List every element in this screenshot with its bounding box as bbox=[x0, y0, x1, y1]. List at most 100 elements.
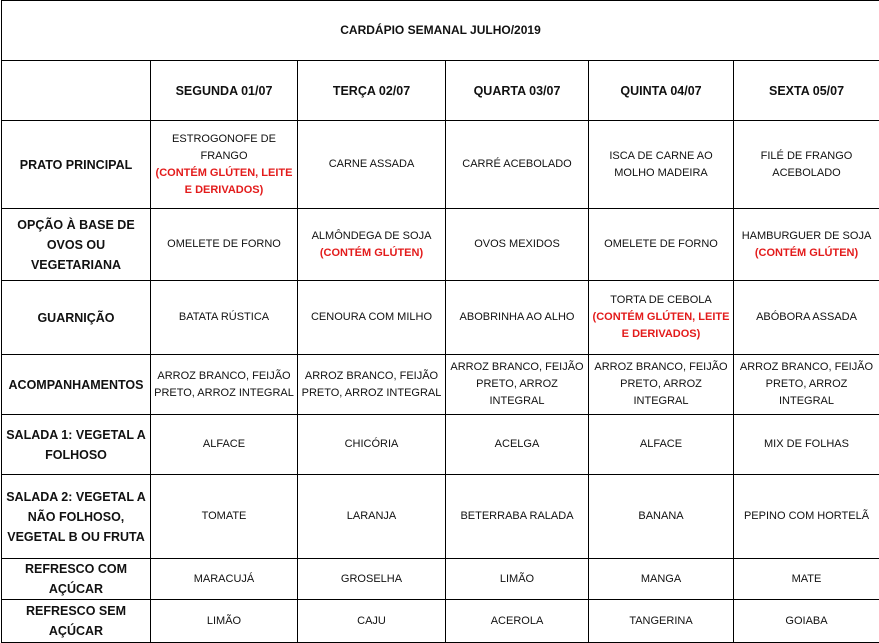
menu-cell: ABOBRINHA AO ALHO bbox=[446, 281, 589, 355]
menu-cell: OMELETE DE FORNO bbox=[151, 209, 298, 281]
dish-text: OMELETE DE FORNO bbox=[592, 236, 730, 253]
dish-text: CAJU bbox=[301, 613, 442, 630]
day-header: TERÇA 02/07 bbox=[298, 61, 446, 121]
allergen-warning: (CONTÉM GLÚTEN) bbox=[301, 245, 442, 262]
dish-text: ARROZ BRANCO, FEIJÃO PRETO, ARROZ INTEGR… bbox=[301, 368, 442, 402]
dish-text: BETERRABA RALADA bbox=[449, 508, 585, 525]
menu-cell: CAJU bbox=[298, 600, 446, 643]
dish-text: OVOS MEXIDOS bbox=[449, 236, 585, 253]
dish-text: OMELETE DE FORNO bbox=[154, 236, 294, 253]
menu-cell: CARNE ASSADA bbox=[298, 121, 446, 209]
dish-text: CHICÓRIA bbox=[301, 436, 442, 453]
menu-cell: TOMATE bbox=[151, 475, 298, 559]
dish-text: ABOBRINHA AO ALHO bbox=[449, 309, 585, 326]
menu-cell: BANANA bbox=[589, 475, 734, 559]
dish-text: ESTROGONOFE DE FRANGO bbox=[154, 131, 294, 165]
allergen-warning: (CONTÉM GLÚTEN, LEITE E DERIVADOS) bbox=[592, 309, 730, 343]
menu-cell: CARRÉ ACEBOLADO bbox=[446, 121, 589, 209]
dish-text: PEPINO COM HORTELÃ bbox=[737, 508, 876, 525]
dish-text: FILÉ DE FRANGO ACEBOLADO bbox=[737, 148, 876, 182]
dish-text: CARRÉ ACEBOLADO bbox=[449, 156, 585, 173]
page-title: CARDÁPIO SEMANAL JULHO/2019 bbox=[2, 1, 879, 61]
dish-text: HAMBURGUER DE SOJA bbox=[737, 228, 876, 245]
menu-cell: TANGERINA bbox=[589, 600, 734, 643]
dish-text: LIMÃO bbox=[449, 571, 585, 588]
menu-cell: ALMÔNDEGA DE SOJA(CONTÉM GLÚTEN) bbox=[298, 209, 446, 281]
menu-cell: OMELETE DE FORNO bbox=[589, 209, 734, 281]
dish-text: CARNE ASSADA bbox=[301, 156, 442, 173]
dish-text: TANGERINA bbox=[592, 613, 730, 630]
menu-cell: TORTA DE CEBOLA(CONTÉM GLÚTEN, LEITE E D… bbox=[589, 281, 734, 355]
day-header: SEXTA 05/07 bbox=[734, 61, 879, 121]
dish-text: GROSELHA bbox=[301, 571, 442, 588]
dish-text: CENOURA COM MILHO bbox=[301, 309, 442, 326]
menu-cell: ALFACE bbox=[589, 415, 734, 475]
menu-cell: GROSELHA bbox=[298, 559, 446, 600]
menu-cell: MANGA bbox=[589, 559, 734, 600]
dish-text: GOIABA bbox=[737, 613, 876, 630]
menu-cell: OVOS MEXIDOS bbox=[446, 209, 589, 281]
dish-text: ACEROLA bbox=[449, 613, 585, 630]
menu-cell: ALFACE bbox=[151, 415, 298, 475]
table-row: SALADA 2: VEGETAL A NÃO FOLHOSO, VEGETAL… bbox=[2, 475, 879, 559]
dish-text: ARROZ BRANCO, FEIJÃO PRETO, ARROZ INTEGR… bbox=[449, 359, 585, 410]
menu-cell: ACEROLA bbox=[446, 600, 589, 643]
menu-cell: ACELGA bbox=[446, 415, 589, 475]
menu-cell: HAMBURGUER DE SOJA(CONTÉM GLÚTEN) bbox=[734, 209, 879, 281]
dish-text: ALFACE bbox=[592, 436, 730, 453]
row-label: PRATO PRINCIPAL bbox=[2, 121, 151, 209]
day-header: QUARTA 03/07 bbox=[446, 61, 589, 121]
dish-text: ALMÔNDEGA DE SOJA bbox=[301, 228, 442, 245]
allergen-warning: (CONTÉM GLÚTEN) bbox=[737, 245, 876, 262]
dish-text: ARROZ BRANCO, FEIJÃO PRETO, ARROZ INTEGR… bbox=[737, 359, 876, 410]
menu-cell: MARACUJÁ bbox=[151, 559, 298, 600]
menu-cell: MATE bbox=[734, 559, 879, 600]
menu-cell: CHICÓRIA bbox=[298, 415, 446, 475]
dish-text: ABÓBORA ASSADA bbox=[737, 309, 876, 326]
menu-cell: LIMÃO bbox=[151, 600, 298, 643]
row-label: REFRESCO COM AÇÚCAR bbox=[2, 559, 151, 600]
dish-text: BANANA bbox=[592, 508, 730, 525]
dish-text: MATE bbox=[737, 571, 876, 588]
menu-cell: LARANJA bbox=[298, 475, 446, 559]
menu-cell: ABÓBORA ASSADA bbox=[734, 281, 879, 355]
menu-cell: GOIABA bbox=[734, 600, 879, 643]
row-label: SALADA 2: VEGETAL A NÃO FOLHOSO, VEGETAL… bbox=[2, 475, 151, 559]
dish-text: LIMÃO bbox=[154, 613, 294, 630]
dish-text: LARANJA bbox=[301, 508, 442, 525]
dish-text: ACELGA bbox=[449, 436, 585, 453]
menu-cell: BETERRABA RALADA bbox=[446, 475, 589, 559]
menu-cell: ARROZ BRANCO, FEIJÃO PRETO, ARROZ INTEGR… bbox=[151, 355, 298, 415]
row-label: SALADA 1: VEGETAL A FOLHOSO bbox=[2, 415, 151, 475]
menu-cell: MIX DE FOLHAS bbox=[734, 415, 879, 475]
dish-text: ARROZ BRANCO, FEIJÃO PRETO, ARROZ INTEGR… bbox=[154, 368, 294, 402]
menu-cell: ARROZ BRANCO, FEIJÃO PRETO, ARROZ INTEGR… bbox=[446, 355, 589, 415]
dish-text: ARROZ BRANCO, FEIJÃO PRETO, ARROZ INTEGR… bbox=[592, 359, 730, 410]
menu-cell: ARROZ BRANCO, FEIJÃO PRETO, ARROZ INTEGR… bbox=[298, 355, 446, 415]
menu-cell: ESTROGONOFE DE FRANGO(CONTÉM GLÚTEN, LEI… bbox=[151, 121, 298, 209]
dish-text: ISCA DE CARNE AO MOLHO MADEIRA bbox=[592, 148, 730, 182]
allergen-warning: (CONTÉM GLÚTEN, LEITE E DERIVADOS) bbox=[154, 165, 294, 199]
dish-text: BATATA RÚSTICA bbox=[154, 309, 294, 326]
dish-text: ALFACE bbox=[154, 436, 294, 453]
menu-cell: LIMÃO bbox=[446, 559, 589, 600]
corner-cell bbox=[2, 61, 151, 121]
dish-text: MARACUJÁ bbox=[154, 571, 294, 588]
dish-text: TORTA DE CEBOLA bbox=[592, 292, 730, 309]
menu-cell: ARROZ BRANCO, FEIJÃO PRETO, ARROZ INTEGR… bbox=[589, 355, 734, 415]
menu-cell: ISCA DE CARNE AO MOLHO MADEIRA bbox=[589, 121, 734, 209]
day-header: QUINTA 04/07 bbox=[589, 61, 734, 121]
menu-cell: ARROZ BRANCO, FEIJÃO PRETO, ARROZ INTEGR… bbox=[734, 355, 879, 415]
menu-cell: CENOURA COM MILHO bbox=[298, 281, 446, 355]
row-label: REFRESCO SEM AÇÚCAR bbox=[2, 600, 151, 643]
dish-text: MIX DE FOLHAS bbox=[737, 436, 876, 453]
row-label: GUARNIÇÃO bbox=[2, 281, 151, 355]
menu-cell: BATATA RÚSTICA bbox=[151, 281, 298, 355]
row-label: OPÇÃO À BASE DE OVOS OU VEGETARIANA bbox=[2, 209, 151, 281]
